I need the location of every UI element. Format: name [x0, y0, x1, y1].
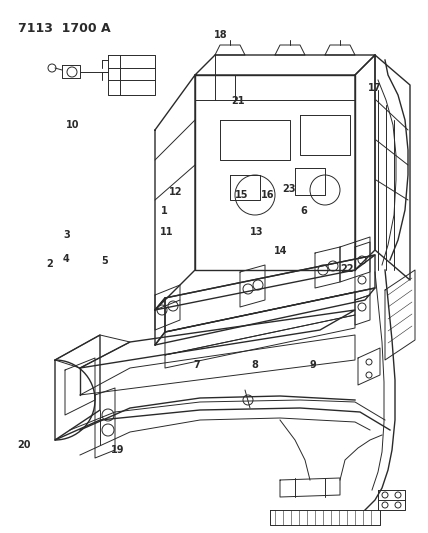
Text: 7113  1700 A: 7113 1700 A: [18, 22, 110, 35]
Text: 23: 23: [282, 184, 296, 194]
Text: 13: 13: [250, 227, 264, 237]
Text: 14: 14: [273, 246, 287, 255]
Text: 16: 16: [261, 190, 274, 199]
Text: 6: 6: [300, 206, 307, 215]
Text: 15: 15: [235, 190, 249, 199]
Text: 3: 3: [63, 230, 70, 239]
Text: 1: 1: [161, 206, 168, 215]
Text: 5: 5: [101, 256, 108, 266]
Text: 20: 20: [17, 440, 30, 450]
Text: 10: 10: [66, 120, 80, 130]
Text: 11: 11: [160, 227, 174, 237]
Text: 12: 12: [169, 187, 182, 197]
Text: 7: 7: [193, 360, 200, 370]
Text: 21: 21: [231, 96, 244, 106]
Text: 18: 18: [214, 30, 227, 39]
Text: 19: 19: [111, 446, 125, 455]
Text: 17: 17: [368, 83, 381, 93]
Text: 8: 8: [251, 360, 258, 370]
Text: 4: 4: [63, 254, 70, 263]
Text: 2: 2: [46, 259, 53, 269]
Text: 22: 22: [340, 264, 354, 274]
Text: 9: 9: [309, 360, 316, 370]
